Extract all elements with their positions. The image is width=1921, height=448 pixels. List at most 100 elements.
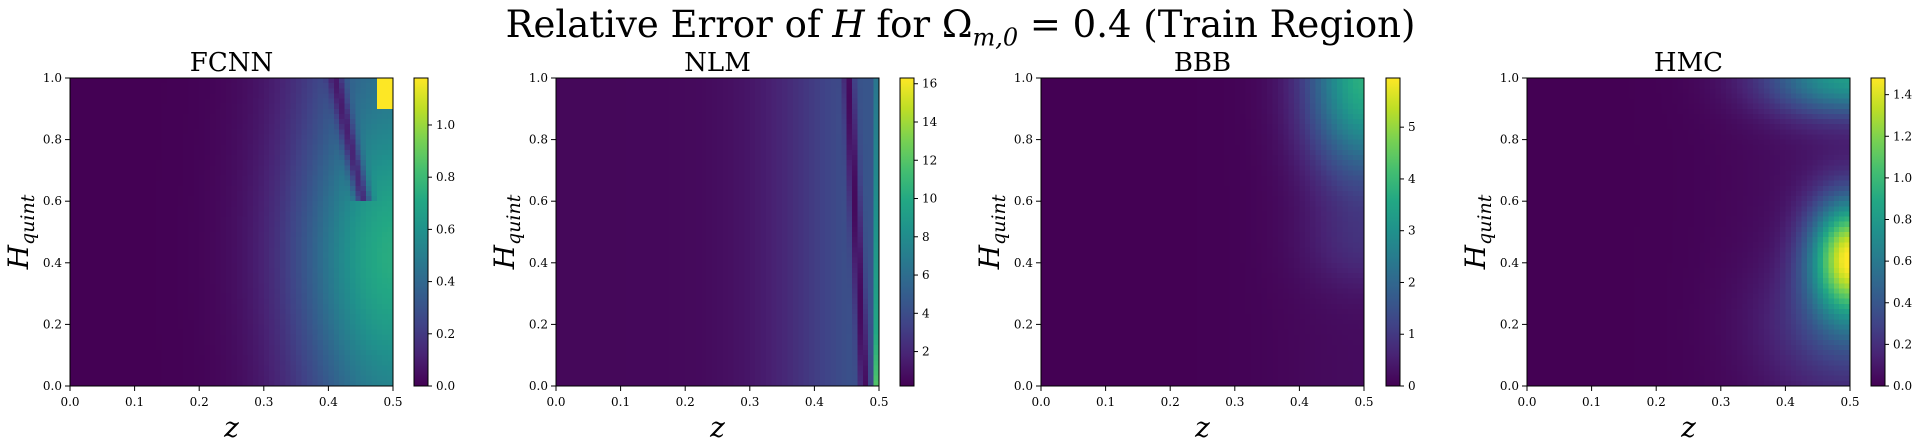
colorbar-tick-label: 0.6: [436, 222, 455, 236]
x-tick-label: 0.0: [1517, 395, 1536, 409]
x-tick-label: 0.2: [1161, 395, 1180, 409]
x-axis-label: z: [223, 411, 239, 444]
colorbar-tick-label: 4: [1408, 172, 1416, 186]
colorbar-tick-label: 0.8: [436, 170, 455, 184]
heatmap-cells: [1527, 78, 1851, 387]
y-tick-label: 0.6: [1500, 194, 1519, 208]
x-axis-label: z: [1194, 411, 1210, 444]
colorbar-tick-label: 10: [922, 192, 937, 206]
colorbar: [899, 77, 915, 387]
x-tick-label: 0.3: [1225, 395, 1244, 409]
colorbar-tick-label: 0.0: [436, 379, 455, 393]
y-tick-label: 0.6: [43, 194, 62, 208]
x-tick-label: 0.4: [1290, 395, 1309, 409]
colorbar-tick-label: 3: [1408, 224, 1416, 238]
y-tick-label: 0.8: [529, 133, 548, 147]
colorbar-tick-label: 2: [922, 345, 930, 359]
x-tick-label: 0.2: [676, 395, 695, 409]
x-tick-label: 0.1: [125, 395, 144, 409]
x-tick-label: 0.0: [546, 395, 565, 409]
heatmap-cells: [556, 78, 880, 387]
colorbar-tick-label: 0.6: [1893, 254, 1912, 268]
heatmap-cells: [70, 78, 394, 387]
colorbar: [1870, 77, 1886, 387]
plot-frame: [69, 77, 394, 387]
x-tick-label: 0.4: [1776, 395, 1795, 409]
x-tick-label: 0.5: [383, 395, 402, 409]
x-tick-label: 0.1: [1582, 395, 1601, 409]
x-tick-label: 0.0: [1031, 395, 1050, 409]
x-tick-label: 0.2: [1647, 395, 1666, 409]
x-tick-label: 0.0: [60, 395, 79, 409]
y-tick-label: 0.0: [43, 379, 62, 393]
x-tick-label: 0.1: [611, 395, 630, 409]
y-tick-label: 0.2: [43, 317, 62, 331]
x-tick-label: 0.5: [1840, 395, 1859, 409]
y-tick-label: 0.8: [43, 133, 62, 147]
colorbar-tick-label: 14: [922, 115, 938, 129]
y-tick-label: 0.6: [1014, 194, 1033, 208]
y-tick-label: 0.8: [1500, 133, 1519, 147]
y-tick-label: 0.4: [1500, 256, 1519, 270]
y-axis-label: Hquint: [2, 194, 39, 270]
y-tick-label: 1.0: [529, 71, 548, 85]
y-tick-label: 0.0: [1500, 379, 1519, 393]
x-tick-label: 0.3: [1711, 395, 1730, 409]
x-tick-label: 0.4: [805, 395, 824, 409]
panel-title: NLM: [684, 48, 751, 78]
colorbar-tick-label: 16: [922, 77, 937, 91]
y-tick-label: 0.2: [1014, 317, 1033, 331]
figure-suptitle: Relative Error of H for Ωm,0 = 0.4 (Trai…: [505, 3, 1416, 52]
colorbar-tick-label: 0: [1408, 379, 1416, 393]
colorbar-tick-label: 1.0: [1893, 171, 1912, 185]
heatmap-panel-nlm: NLM 0.0 0.1 0.2 0.3 0.4 0.5 0.0 0.2 0.4 0.6 0.8 1.0 z…: [488, 48, 938, 444]
colorbar-tick-label: 2: [1408, 275, 1416, 289]
y-tick-label: 0.4: [1014, 256, 1033, 270]
y-tick-label: 0.2: [1500, 317, 1519, 331]
y-axis-label: Hquint: [1459, 194, 1496, 270]
colorbar-tick-label: 1: [1408, 327, 1416, 341]
colorbar-tick-label: 1.0: [436, 118, 455, 132]
colorbar-tick-label: 0.4: [1893, 296, 1912, 310]
x-tick-label: 0.1: [1096, 395, 1115, 409]
plot-frame: [555, 77, 880, 387]
colorbar-tick-label: 8: [922, 230, 930, 244]
y-tick-label: 0.4: [529, 256, 548, 270]
colorbar: [1385, 77, 1401, 387]
x-tick-label: 0.3: [740, 395, 759, 409]
colorbar-tick-label: 1.2: [1893, 129, 1912, 143]
y-tick-label: 0.0: [1014, 379, 1033, 393]
colorbar-tick-label: 0.2: [1893, 337, 1912, 351]
heatmap-panel-bbb: BBB 0.0 0.1 0.2 0.3 0.4 0.5 0.0 0.2 0.4 0.6 0.8 1.0 z…: [973, 48, 1416, 444]
heatmap-panel-fcnn: FCNN 0.0 0.1 0.2 0.3 0.4 0.5 0.0 0.2 0.4 0.6 0.8 1.0…: [2, 48, 455, 444]
x-tick-label: 0.5: [869, 395, 888, 409]
y-tick-label: 1.0: [43, 71, 62, 85]
heatmap-cells: [1041, 78, 1365, 387]
colorbar-tick-label: 0.4: [436, 275, 455, 289]
x-axis-label: z: [709, 411, 725, 444]
colorbar-tick-label: 0.0: [1893, 379, 1912, 393]
panel-title: HMC: [1654, 48, 1723, 78]
colorbar-tick-label: 4: [922, 306, 930, 320]
y-tick-label: 1.0: [1014, 71, 1033, 85]
colorbar-tick-label: 1.4: [1893, 88, 1912, 102]
x-tick-label: 0.5: [1354, 395, 1373, 409]
plot-frame: [1040, 77, 1365, 387]
plot-frame: [1526, 77, 1851, 387]
y-axis-label: Hquint: [973, 194, 1010, 270]
y-tick-label: 0.2: [529, 317, 548, 331]
colorbar: [413, 77, 429, 387]
colorbar-tick-label: 12: [922, 153, 937, 167]
colorbar-tick-label: 0.8: [1893, 213, 1912, 227]
y-tick-label: 0.4: [43, 256, 62, 270]
x-tick-label: 0.4: [319, 395, 338, 409]
panel-title: FCNN: [190, 48, 273, 78]
colorbar-tick-label: 5: [1408, 120, 1416, 134]
heatmap-panel-hmc: HMC 0.0 0.1 0.2 0.3 0.4 0.5 0.0 0.2 0.4 0.6 0.8 1.0 z…: [1459, 48, 1912, 444]
y-tick-label: 1.0: [1500, 71, 1519, 85]
y-axis-label: Hquint: [488, 194, 525, 270]
y-tick-label: 0.8: [1014, 133, 1033, 147]
x-tick-label: 0.3: [254, 395, 273, 409]
